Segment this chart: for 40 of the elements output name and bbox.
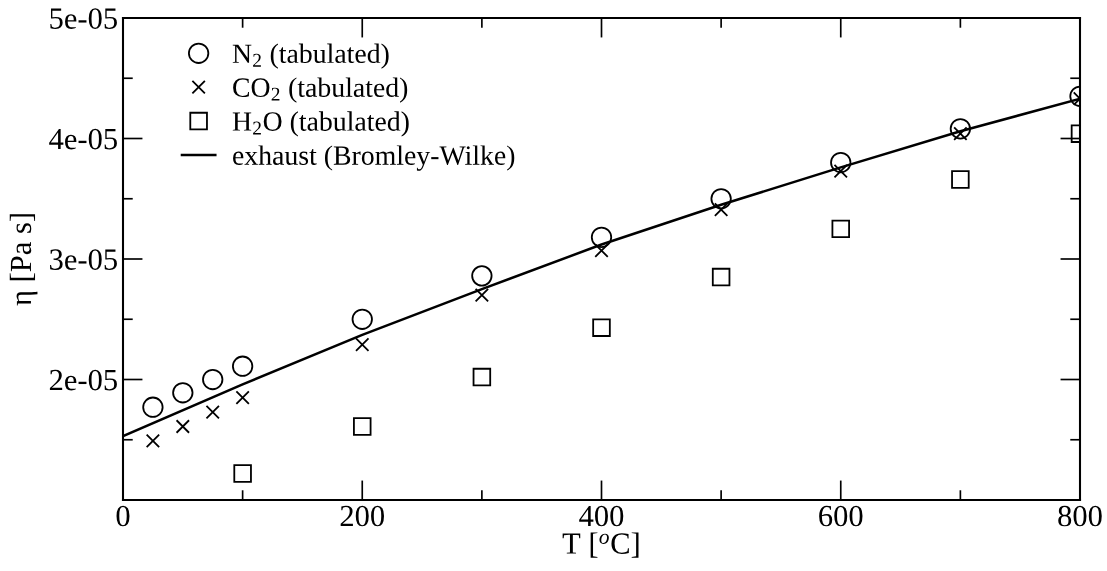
point [471, 265, 493, 287]
point [145, 433, 161, 449]
x-tick-label: 0 [116, 505, 130, 527]
x-tick-label: 800 [1058, 505, 1102, 527]
point [351, 308, 373, 330]
point [594, 243, 609, 258]
point [202, 368, 224, 391]
point [830, 151, 852, 174]
point [592, 318, 611, 337]
point [710, 188, 732, 210]
y-axis-title: η [Pa s] [9, 214, 38, 306]
legend-label: H$_{2}$O (tabulated) [232, 111, 409, 137]
point [233, 464, 252, 483]
point [142, 396, 164, 418]
point [353, 417, 372, 436]
y-tick-label: 5e-05 [50, 8, 117, 29]
point [713, 202, 729, 217]
x-tick-label: 400 [579, 505, 624, 527]
point [235, 390, 250, 405]
y-tick-label: 4e-05 [49, 128, 117, 150]
x-tick-label: 200 [340, 505, 384, 527]
point [355, 337, 370, 352]
point [205, 404, 220, 420]
x-tick-label: 600 [819, 505, 863, 527]
point [172, 382, 194, 404]
legend-label: CO$_{2}$ (tabulated) [233, 77, 408, 103]
point [949, 118, 972, 140]
point [474, 287, 490, 303]
legend-label: exhaust (Bromley-Wilke) [233, 145, 515, 171]
point [711, 267, 731, 287]
point [951, 170, 970, 189]
point [590, 226, 613, 248]
legend-label: N$_{2}$ (tabulated) [232, 43, 389, 69]
point [831, 219, 850, 239]
point [175, 419, 190, 434]
x-axis-title: T [$^{o}$C] [562, 532, 639, 558]
y-tick-label: 3e-05 [50, 249, 117, 270]
point [472, 367, 492, 387]
y-tick-label: 2e-05 [49, 369, 117, 391]
point [231, 355, 254, 377]
